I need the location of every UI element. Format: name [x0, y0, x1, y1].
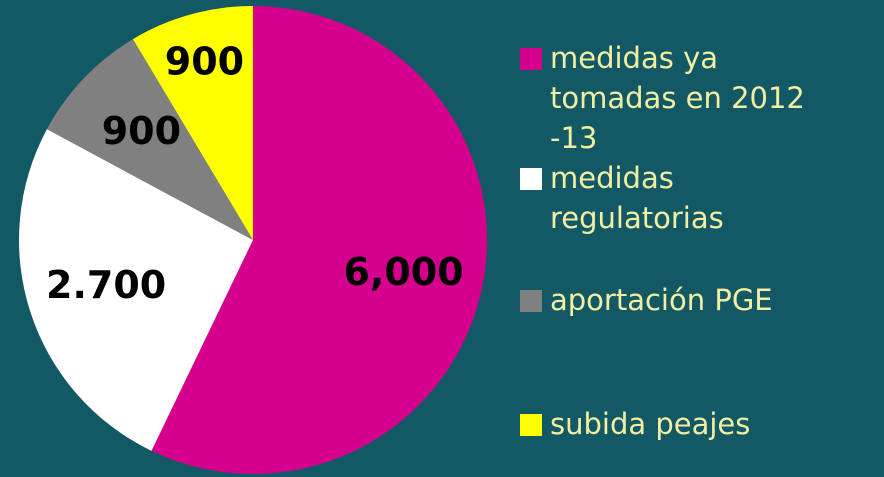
data-label: 6,000 [343, 250, 463, 294]
legend-label: medidas ya tomadas en 2012 -13 [550, 41, 805, 155]
legend-item: medidas regulatorias [520, 158, 850, 238]
data-label: 2.700 [46, 263, 166, 307]
pie-slice [46, 39, 254, 240]
legend-item: subida peajes [520, 404, 850, 444]
legend: medidas ya tomadas en 2012 -13 medidas re… [520, 0, 880, 477]
data-label: 900 [102, 109, 181, 153]
legend-swatch [520, 168, 542, 190]
legend-label: aportación PGE [550, 283, 773, 317]
chart: 6,000 2.700 900 900 [18, 6, 488, 474]
legend-swatch [520, 48, 542, 70]
legend-label: subida peajes [550, 407, 751, 441]
pie-slice [18, 129, 253, 451]
data-label: 900 [165, 40, 244, 84]
legend-swatch [520, 414, 542, 436]
legend-item: aportación PGE [520, 280, 850, 320]
legend-swatch [520, 290, 542, 312]
legend-label: medidas regulatorias [550, 161, 724, 235]
legend-item: medidas ya tomadas en 2012 -13 [520, 38, 850, 158]
pie-slice [151, 6, 488, 474]
pie-slice [132, 6, 253, 240]
